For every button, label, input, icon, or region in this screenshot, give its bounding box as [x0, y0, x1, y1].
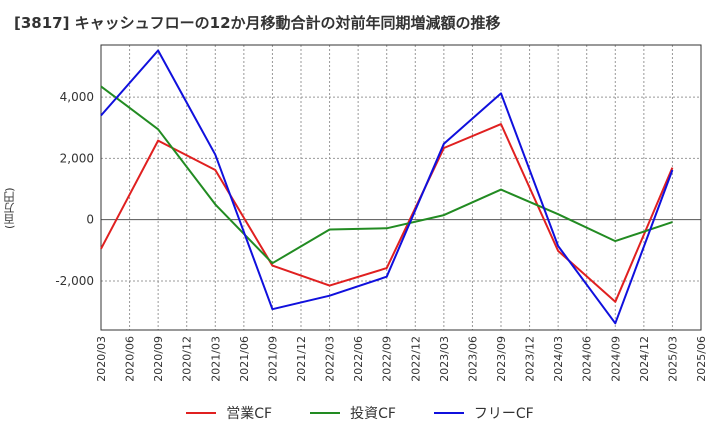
x-tick-label: 2024/12: [638, 336, 651, 382]
x-tick-label: 2022/09: [381, 336, 394, 382]
plot-frame: [100, 44, 702, 331]
x-tick-label: 2021/12: [295, 336, 308, 382]
x-tick-label: 2023/03: [438, 336, 451, 382]
legend-swatch-investing-cf: [310, 412, 341, 414]
x-tick-label: 2025/06: [695, 336, 708, 382]
series-line-free-cf: [100, 49, 674, 325]
y-tick-label: -2,000: [55, 274, 94, 288]
series-line-investing-cf: [100, 85, 673, 265]
x-tick-label: 2020/03: [95, 336, 108, 382]
x-tick-label: 2021/06: [238, 336, 251, 382]
legend-item-free-cf: フリーCF: [433, 403, 534, 423]
x-tick-label: 2024/03: [552, 336, 565, 382]
y-tick-label: 0: [86, 213, 94, 227]
x-tick-label: 2020/12: [181, 336, 194, 382]
x-tick-label: 2025/03: [666, 336, 679, 382]
legend-item-operating-cf: 営業CF: [186, 403, 272, 423]
y-tick-label: 4,000: [60, 90, 94, 104]
x-tick-label: 2020/06: [124, 336, 137, 382]
chart-title: [3817] キャッシュフローの12か月移動合計の対前年同期増減額の推移: [14, 14, 501, 32]
x-tick-label: 2023/09: [495, 336, 508, 382]
x-tick-label: 2020/09: [152, 336, 165, 382]
x-tick-label: 2022/06: [352, 336, 365, 382]
legend-swatch-operating-cf: [186, 412, 217, 414]
x-tick-label: 2023/06: [466, 336, 479, 382]
x-tick-label: 2022/12: [409, 336, 422, 382]
y-tick-label: 2,000: [60, 151, 94, 165]
x-tick-label: 2022/03: [324, 336, 337, 382]
legend: 営業CF 投資CF フリーCF: [0, 403, 720, 423]
x-tick-label: 2021/03: [209, 336, 222, 382]
legend-label-operating-cf: 営業CF: [226, 406, 273, 422]
legend-label-investing-cf: 投資CF: [350, 406, 396, 422]
x-tick-label: 2023/12: [524, 336, 537, 382]
x-tick-label: 2021/09: [266, 336, 279, 382]
legend-label-free-cf: フリーCF: [473, 406, 534, 422]
legend-swatch-free-cf: [433, 412, 464, 414]
x-tick-label: 2024/09: [609, 336, 622, 382]
series-line-operating-cf: [100, 123, 674, 303]
x-tick-label: 2024/06: [581, 336, 594, 382]
legend-item-investing-cf: 投資CF: [310, 403, 396, 423]
